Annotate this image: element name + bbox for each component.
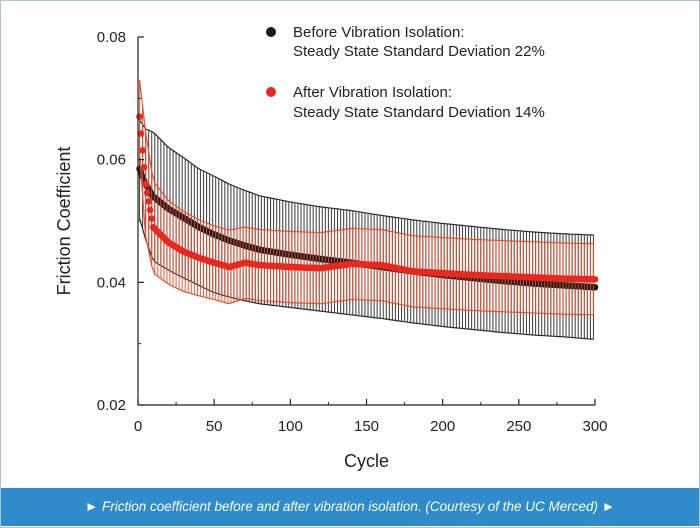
data-point bbox=[137, 130, 145, 137]
error-cap-lower bbox=[138, 153, 594, 316]
x-axis-title: Cycle bbox=[344, 451, 389, 471]
y-tick-label: 0.06 bbox=[97, 152, 126, 169]
legend-detail: Steady State Standard Deviation 22% bbox=[293, 43, 545, 60]
data-point bbox=[136, 113, 143, 121]
data-point bbox=[142, 180, 149, 188]
data-point bbox=[139, 147, 146, 154]
x-tick-label: 100 bbox=[278, 418, 303, 435]
friction-chart: 0 50 100 150 200 250 300 0.02 0.04 0.06 0.08 Cycle F… bbox=[54, 24, 608, 471]
x-tick-label: 250 bbox=[506, 418, 531, 435]
x-tick-label: 150 bbox=[354, 418, 379, 435]
data-point bbox=[145, 198, 152, 205]
legend-marker bbox=[266, 27, 276, 37]
x-tick-label: 50 bbox=[206, 418, 223, 435]
y-tick-label: 0.08 bbox=[97, 29, 126, 46]
series-layer bbox=[136, 79, 599, 340]
x-tick-label: 300 bbox=[582, 418, 607, 435]
x-tick-label: 200 bbox=[430, 418, 455, 435]
legend: Before Vibration Isolation: Steady State … bbox=[266, 24, 545, 121]
error-cap-upper bbox=[138, 79, 594, 245]
data-point bbox=[591, 275, 599, 283]
data-point bbox=[146, 206, 154, 214]
data-point bbox=[148, 215, 156, 222]
x-tick-label: 0 bbox=[134, 418, 142, 435]
error-cap-upper bbox=[139, 119, 594, 236]
figure-caption: ► Friction coefficient before and after … bbox=[1, 488, 699, 526]
y-axis-title: Friction Coefficient bbox=[54, 147, 74, 296]
data-point bbox=[591, 283, 599, 291]
axes-layer: 0 50 100 150 200 250 300 0.02 0.04 0.06 0.08 Cycle F… bbox=[54, 29, 608, 471]
data-point bbox=[143, 189, 151, 197]
legend-marker bbox=[266, 87, 276, 97]
legend-label: Before Vibration Isolation: bbox=[293, 24, 465, 41]
y-tick-label: 0.04 bbox=[97, 274, 126, 291]
legend-detail: Steady State Standard Deviation 14% bbox=[293, 104, 545, 121]
series-1 bbox=[136, 79, 599, 316]
data-point bbox=[140, 164, 148, 171]
y-tick-label: 0.02 bbox=[97, 397, 126, 414]
legend-label: After Vibration Isolation: bbox=[293, 84, 452, 101]
